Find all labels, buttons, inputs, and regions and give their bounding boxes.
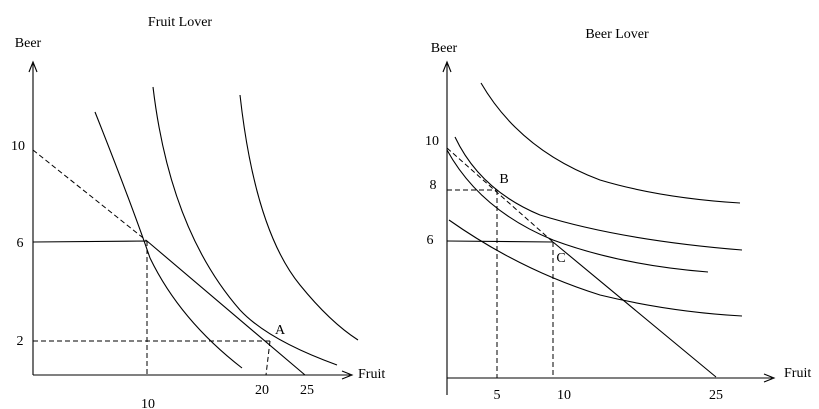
x-arrow	[341, 370, 354, 380]
y-arrow	[28, 60, 38, 73]
x-axis-label: Fruit	[784, 366, 811, 381]
point-label: B	[499, 172, 508, 187]
y-tick-label: 6	[17, 236, 24, 251]
dashed-budget	[446, 147, 554, 243]
panel-title: Beer Lover	[585, 27, 649, 42]
x-tick-label: 25	[300, 383, 314, 398]
y-arrow	[442, 60, 452, 73]
point-label: A	[275, 323, 286, 338]
x-axis-label: Fruit	[358, 367, 385, 382]
x-tick-label: 20	[255, 383, 269, 398]
budget-line	[32, 240, 306, 376]
indifference-curve	[239, 94, 359, 341]
indifference-curve	[94, 111, 243, 369]
y-tick-label: 2	[17, 334, 24, 349]
dashed-guide	[265, 340, 271, 376]
y-tick-label: 8	[430, 178, 437, 193]
indifference-curve	[152, 86, 338, 366]
dashed-budget	[32, 149, 148, 242]
x-arrow	[763, 373, 776, 383]
y-tick-label: 6	[427, 233, 434, 248]
x-tick-label: 25	[709, 388, 723, 403]
fruit-lover-panel: Fruit Lover Beer Fruit 10 6 2 10 20 25 A	[11, 15, 385, 409]
x-tick-label: 5	[494, 388, 501, 403]
point-label: C	[556, 251, 565, 266]
y-tick-label: 10	[425, 134, 439, 149]
y-axis-label: Beer	[431, 41, 458, 56]
indifference-curve	[446, 149, 709, 273]
indifference-curve	[454, 136, 743, 251]
y-axis-label: Beer	[15, 36, 42, 51]
panel-title: Fruit Lover	[148, 15, 212, 30]
beer-lover-panel: Beer Lover Beer Fruit 10 8 6 5 10 25 B C	[425, 27, 811, 403]
y-tick-label: 10	[11, 139, 25, 154]
budget-line	[552, 241, 717, 378]
x-tick-label: 10	[557, 388, 571, 403]
indifference-curve	[448, 219, 743, 317]
budget-line	[446, 240, 554, 243]
indifference-curve	[480, 82, 741, 204]
x-tick-label: 10	[141, 397, 155, 409]
